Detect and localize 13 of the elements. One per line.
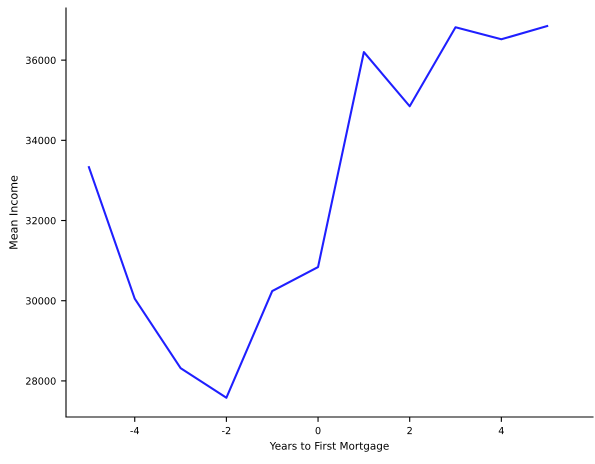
x-tick-label: 4 — [498, 427, 504, 434]
y-tick-label: 32000 — [26, 217, 56, 224]
x-tick-label: -4 — [130, 427, 140, 434]
y-tick-label: 28000 — [26, 377, 56, 385]
line-series — [88, 25, 548, 399]
x-tick-label: 2 — [407, 426, 412, 434]
y-axis-title: Mean Income — [9, 176, 18, 249]
y-tick-label: 30000 — [26, 297, 56, 305]
y-tick-label: 36000 — [26, 56, 56, 64]
y-tick-label: 34000 — [26, 136, 56, 144]
x-tick-label: 0 — [316, 426, 320, 434]
x-tick-label: -2 — [222, 426, 230, 434]
x-axis-title: Years to First Mortgage — [270, 442, 389, 452]
